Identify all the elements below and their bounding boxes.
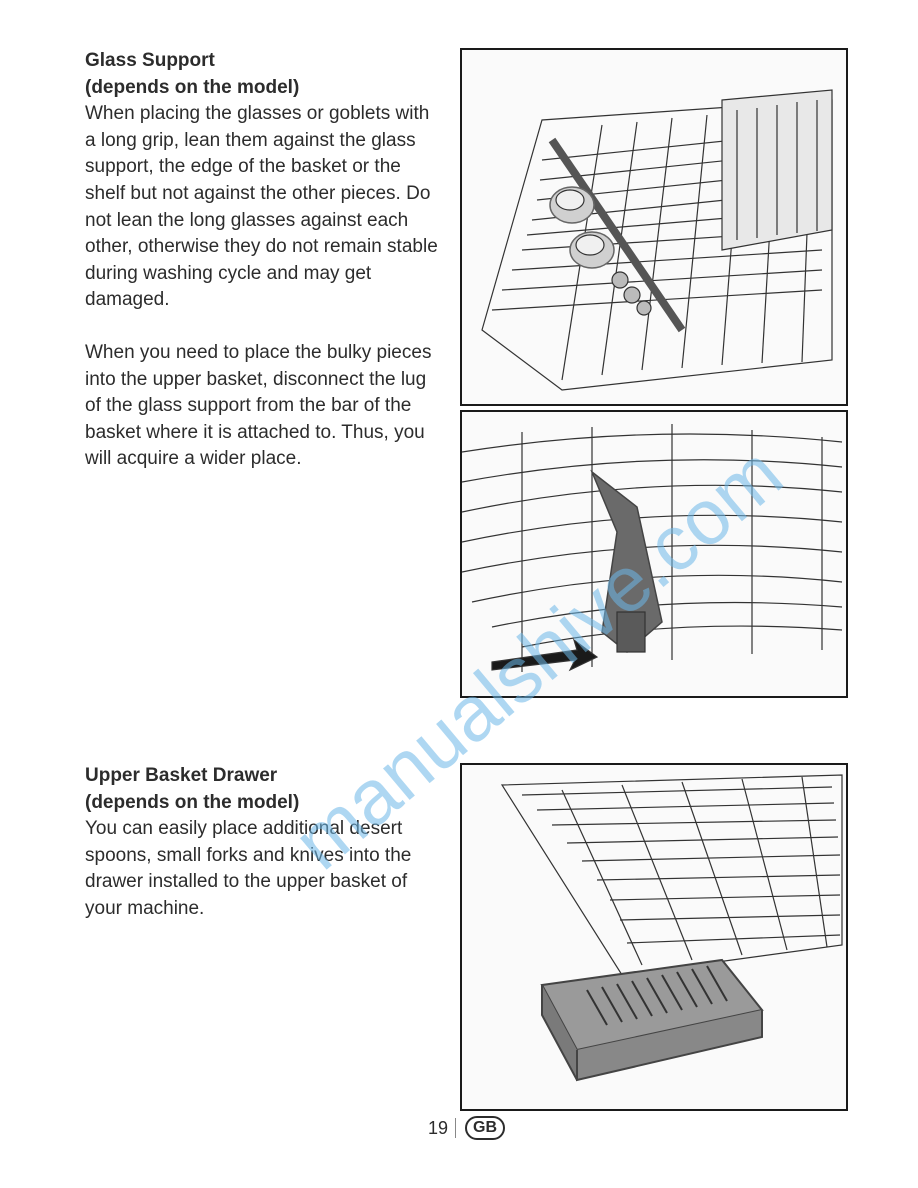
section-upper-basket-drawer: Upper Basket Drawer (depends on the mode… bbox=[85, 763, 445, 923]
heading-drawer-2: (depends on the model) bbox=[85, 790, 445, 817]
illustration-glass-support bbox=[460, 48, 848, 406]
illustration-drawer bbox=[460, 763, 848, 1111]
heading-glass-support-2: (depends on the model) bbox=[85, 75, 445, 102]
page-content: Glass Support (depends on the model) Whe… bbox=[85, 48, 848, 1148]
footer-divider bbox=[455, 1118, 456, 1138]
paragraph: When placing the glasses or goblets with… bbox=[85, 101, 445, 314]
page-footer: 19 GB bbox=[85, 1116, 848, 1140]
illustration-lug-disconnect bbox=[460, 410, 848, 698]
page-number: 19 bbox=[428, 1118, 448, 1139]
heading-glass-support-1: Glass Support bbox=[85, 48, 445, 75]
section-glass-support: Glass Support (depends on the model) Whe… bbox=[85, 48, 445, 473]
paragraph: When you need to place the bulky pieces … bbox=[85, 340, 445, 473]
heading-drawer-1: Upper Basket Drawer bbox=[85, 763, 445, 790]
paragraph: You can easily place additional desert s… bbox=[85, 816, 445, 922]
region-badge: GB bbox=[465, 1116, 505, 1140]
